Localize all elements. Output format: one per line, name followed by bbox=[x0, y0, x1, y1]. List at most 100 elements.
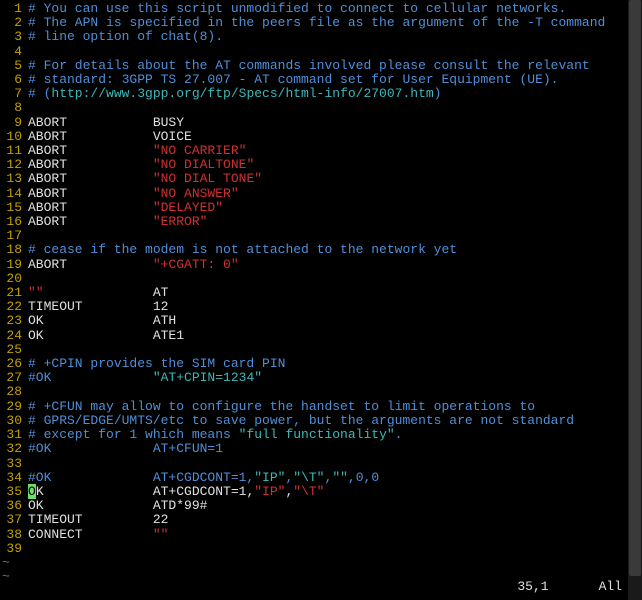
line-number: 22 bbox=[0, 300, 28, 314]
line-number: 26 bbox=[0, 357, 28, 371]
line-number: 6 bbox=[0, 73, 28, 87]
code-line[interactable]: 4 bbox=[0, 45, 642, 59]
line-content[interactable]: # You can use this script unmodified to … bbox=[28, 2, 642, 16]
line-content[interactable]: #OK "AT+CPIN=1234" bbox=[28, 371, 642, 385]
code-line[interactable]: 37TIMEOUT 22 bbox=[0, 513, 642, 527]
line-content[interactable]: ABORT BUSY bbox=[28, 116, 642, 130]
line-content[interactable] bbox=[28, 457, 642, 471]
line-content[interactable]: # +CFUN may allow to configure the hands… bbox=[28, 400, 642, 414]
code-line[interactable]: 13ABORT "NО DIAL TONE" bbox=[0, 172, 642, 186]
line-number: 5 bbox=[0, 59, 28, 73]
vertical-scrollbar[interactable] bbox=[628, 0, 642, 600]
code-line[interactable]: 30# GPRS/EDGE/UMTS/etc to save power, bu… bbox=[0, 414, 642, 428]
line-content[interactable]: ABORT "NО DIALTONE" bbox=[28, 158, 642, 172]
code-line[interactable]: 32#OK AT+CFUN=1 bbox=[0, 442, 642, 456]
line-content[interactable]: # standard: 3GPP TS 27.007 - AT command … bbox=[28, 73, 642, 87]
line-number: 37 bbox=[0, 513, 28, 527]
line-content[interactable]: # The APN is specified in the peers file… bbox=[28, 16, 642, 30]
code-line[interactable]: 5# For details about the AT commands inv… bbox=[0, 59, 642, 73]
code-line[interactable]: 14ABORT "NО ANSWER" bbox=[0, 187, 642, 201]
code-line[interactable]: 16ABORT "ERROR" bbox=[0, 215, 642, 229]
code-editor[interactable]: 1# You can use this script unmodified to… bbox=[0, 0, 642, 556]
code-line[interactable]: 36OK ATD*99# bbox=[0, 499, 642, 513]
line-number: 35 bbox=[0, 485, 28, 499]
line-content[interactable]: TIMEOUT 12 bbox=[28, 300, 642, 314]
line-content[interactable]: #OK AT+CGDCONT=1,"IP","\T","",0,0 bbox=[28, 471, 642, 485]
line-content[interactable]: ABORT "+CGATT: 0" bbox=[28, 258, 642, 272]
line-content[interactable]: ABORT VOICE bbox=[28, 130, 642, 144]
code-line[interactable]: 1# You can use this script unmodified to… bbox=[0, 2, 642, 16]
code-line[interactable]: 17 bbox=[0, 229, 642, 243]
line-content[interactable] bbox=[28, 542, 642, 556]
line-content[interactable]: # For details about the AT commands invo… bbox=[28, 59, 642, 73]
line-content[interactable]: #OK AT+CFUN=1 bbox=[28, 442, 642, 456]
line-content[interactable] bbox=[28, 385, 642, 399]
code-line[interactable]: 31# except for 1 which means "full funct… bbox=[0, 428, 642, 442]
line-content[interactable]: ABORT "NО CARRIER" bbox=[28, 144, 642, 158]
line-number: 8 bbox=[0, 101, 28, 115]
code-line[interactable]: 21"" AT bbox=[0, 286, 642, 300]
line-number: 27 bbox=[0, 371, 28, 385]
line-number: 16 bbox=[0, 215, 28, 229]
code-line[interactable]: 18# cease if the modem is not attached t… bbox=[0, 243, 642, 257]
line-content[interactable]: ABORT "ERROR" bbox=[28, 215, 642, 229]
line-content[interactable]: ABORT "NО ANSWER" bbox=[28, 187, 642, 201]
code-line[interactable]: 12ABORT "NО DIALTONE" bbox=[0, 158, 642, 172]
line-content[interactable]: # (http://www.3gpp.org/ftp/Specs/html-in… bbox=[28, 87, 642, 101]
line-content[interactable]: # line option of chat(8). bbox=[28, 30, 642, 44]
line-number: 28 bbox=[0, 385, 28, 399]
line-content[interactable] bbox=[28, 343, 642, 357]
code-line[interactable]: 19ABORT "+CGATT: 0" bbox=[0, 258, 642, 272]
code-line[interactable]: 6# standard: 3GPP TS 27.007 - AT command… bbox=[0, 73, 642, 87]
line-content[interactable]: OK ATH bbox=[28, 314, 642, 328]
line-content[interactable]: # +CPIN provides the SIM card PIN bbox=[28, 357, 642, 371]
code-line[interactable]: 9ABORT BUSY bbox=[0, 116, 642, 130]
code-line[interactable]: 23OK ATH bbox=[0, 314, 642, 328]
line-content[interactable]: OK ATD*99# bbox=[28, 499, 642, 513]
line-content[interactable]: CONNECT "" bbox=[28, 528, 642, 542]
code-line[interactable]: 7# (http://www.3gpp.org/ftp/Specs/html-i… bbox=[0, 87, 642, 101]
line-number: 7 bbox=[0, 87, 28, 101]
line-content[interactable]: OK AT+CGDCONT=1,"IP","\T" bbox=[28, 485, 642, 499]
code-line[interactable]: 3# line option of chat(8). bbox=[0, 30, 642, 44]
line-content[interactable] bbox=[28, 272, 642, 286]
line-number: 17 bbox=[0, 229, 28, 243]
scrollbar-thumb[interactable] bbox=[629, 0, 641, 576]
code-line[interactable]: 22TIMEOUT 12 bbox=[0, 300, 642, 314]
code-line[interactable]: 15ABORT "DELAYED" bbox=[0, 201, 642, 215]
line-number: 12 bbox=[0, 158, 28, 172]
code-line[interactable]: 39 bbox=[0, 542, 642, 556]
code-line[interactable]: 26# +CPIN provides the SIM card PIN bbox=[0, 357, 642, 371]
line-content[interactable]: ABORT "DELAYED" bbox=[28, 201, 642, 215]
line-content[interactable] bbox=[28, 229, 642, 243]
line-number: 4 bbox=[0, 45, 28, 59]
line-content[interactable]: "" AT bbox=[28, 286, 642, 300]
code-line[interactable]: 25 bbox=[0, 343, 642, 357]
code-line[interactable]: 29# +CFUN may allow to configure the han… bbox=[0, 400, 642, 414]
code-line[interactable]: 35OK AT+CGDCONT=1,"IP","\T" bbox=[0, 485, 642, 499]
code-line[interactable]: 38CONNECT "" bbox=[0, 528, 642, 542]
line-content[interactable]: # GPRS/EDGE/UMTS/etc to save power, but … bbox=[28, 414, 642, 428]
line-content[interactable]: ABORT "NО DIAL TONE" bbox=[28, 172, 642, 186]
line-number: 29 bbox=[0, 400, 28, 414]
line-content[interactable] bbox=[28, 45, 642, 59]
code-line[interactable]: 24OK ATE1 bbox=[0, 329, 642, 343]
line-number: 21 bbox=[0, 286, 28, 300]
line-content[interactable] bbox=[28, 101, 642, 115]
line-content[interactable]: # cease if the modem is not attached to … bbox=[28, 243, 642, 257]
code-line[interactable]: 27#OK "AT+CPIN=1234" bbox=[0, 371, 642, 385]
line-content[interactable]: TIMEOUT 22 bbox=[28, 513, 642, 527]
scroll-indicator: All bbox=[599, 580, 622, 594]
code-line[interactable]: 28 bbox=[0, 385, 642, 399]
code-line[interactable]: 33 bbox=[0, 457, 642, 471]
line-number: 1 bbox=[0, 2, 28, 16]
code-line[interactable]: 11ABORT "NО CARRIER" bbox=[0, 144, 642, 158]
code-line[interactable]: 20 bbox=[0, 272, 642, 286]
code-line[interactable]: 10ABORT VOICE bbox=[0, 130, 642, 144]
code-line[interactable]: 34#OK AT+CGDCONT=1,"IP","\T","",0,0 bbox=[0, 471, 642, 485]
line-content[interactable]: # except for 1 which means "full functio… bbox=[28, 428, 642, 442]
code-line[interactable]: 8 bbox=[0, 101, 642, 115]
status-bar: 35,1 All bbox=[517, 580, 622, 594]
line-content[interactable]: OK ATE1 bbox=[28, 329, 642, 343]
code-line[interactable]: 2# The APN is specified in the peers fil… bbox=[0, 16, 642, 30]
